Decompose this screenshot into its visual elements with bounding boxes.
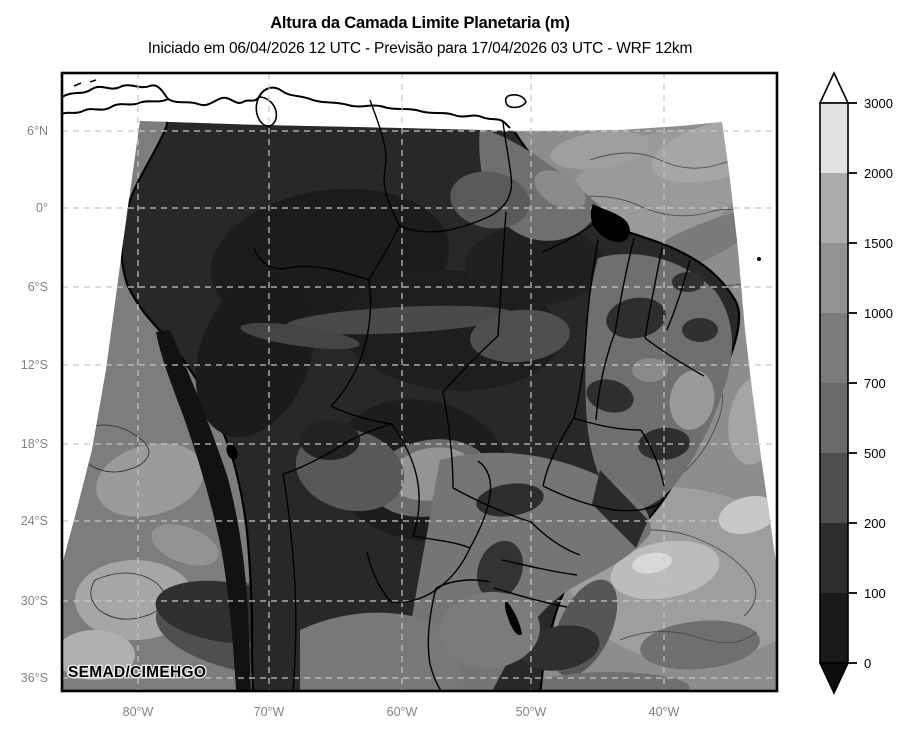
colorbar-label: 1000 — [864, 306, 893, 321]
continent-field — [120, 121, 741, 691]
lat-tick: 30°S — [21, 594, 48, 608]
lake-maracaibo — [255, 96, 278, 127]
chart-subtitle: Iniciado em 06/04/2026 12 UTC - Previsão… — [147, 40, 693, 57]
colorbar-over-arrow — [818, 71, 850, 104]
colorbar-label: 1500 — [864, 236, 893, 251]
colorbar-under-arrow — [818, 662, 850, 695]
colorbar-segment — [820, 453, 848, 523]
political-borders — [253, 99, 705, 691]
colorbar-label: 200 — [864, 516, 886, 531]
colorbar-tick-labels: 3000 2000 1500 1000 700 500 200 100 0 — [864, 96, 893, 671]
colorbar-label: 500 — [864, 446, 886, 461]
lake-titicaca — [226, 444, 238, 460]
panama-coastline — [62, 84, 170, 115]
lon-tick: 70°W — [254, 705, 285, 719]
colorbar-ticks — [848, 102, 857, 664]
lon-tick: 50°W — [516, 705, 547, 719]
coastlines-outside-domain — [62, 79, 761, 261]
lat-tick: 6°S — [28, 280, 48, 294]
colorbar: 3000 2000 1500 1000 700 500 200 100 0 — [818, 71, 893, 695]
trinidad-island — [504, 94, 527, 109]
colorbar-label: 700 — [864, 376, 886, 391]
lagoa-dos-patos — [504, 600, 522, 636]
lat-tick: 18°S — [21, 437, 48, 451]
amazon-river — [541, 223, 595, 253]
chart-title: Altura da Camada Limite Planetaria (m) — [270, 14, 570, 32]
colorbar-segment — [820, 593, 848, 663]
lon-tick: 60°W — [387, 705, 418, 719]
colorbar-segment — [820, 173, 848, 243]
atlantic-ocean-field — [530, 121, 777, 691]
lon-tick: 80°W — [123, 705, 154, 719]
latitude-tick-labels: 6°N 0° 6°S 12°S 18°S 24°S 30°S 36°S — [21, 124, 48, 685]
lon-tick: 40°W — [649, 705, 680, 719]
fernando-de-noronha-dot — [757, 257, 761, 261]
colorbar-segment — [820, 383, 848, 453]
colorbar-label: 2000 — [864, 166, 893, 181]
amazon-delta — [590, 204, 630, 243]
wrf-domain-field — [62, 121, 777, 691]
caribbean-coastline — [167, 86, 511, 129]
lat-tick: 0° — [36, 201, 48, 215]
gridlines — [62, 73, 777, 691]
lat-tick: 36°S — [21, 671, 48, 685]
colorbar-segment — [820, 243, 848, 313]
lat-tick: 24°S — [21, 514, 48, 528]
plot-frame — [60, 71, 779, 693]
colorbar-label: 100 — [864, 586, 886, 601]
colorbar-segment — [820, 523, 848, 593]
watermark: SEMAD/CIMEHGO — [68, 664, 206, 681]
colorbar-segment — [820, 103, 848, 173]
colorbar-segment — [820, 313, 848, 383]
longitude-tick-labels: 80°W 70°W 60°W 50°W 40°W — [123, 705, 680, 719]
colorbar-label: 0 — [864, 656, 871, 671]
lat-tick: 12°S — [21, 358, 48, 372]
lat-tick: 6°N — [27, 124, 48, 138]
colorbar-label: 3000 — [864, 96, 893, 111]
